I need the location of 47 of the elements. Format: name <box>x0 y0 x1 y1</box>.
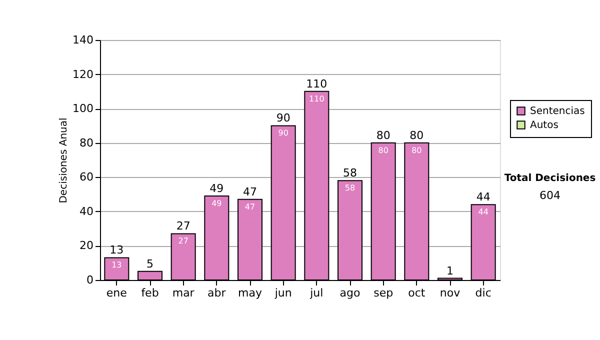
x-tick-label: sep <box>374 286 394 300</box>
data-label: 49 <box>212 199 222 208</box>
data-label: 80 <box>378 146 388 155</box>
total-label: 58 <box>343 166 357 180</box>
total-label: 49 <box>210 182 224 195</box>
total-label: 47 <box>243 185 257 198</box>
x-tick-label: abr <box>208 286 226 300</box>
total-label: 1 <box>446 264 454 278</box>
x-tick-label: oct <box>408 286 426 300</box>
total-label: 80 <box>410 128 424 142</box>
data-label: 110 <box>309 94 324 104</box>
y-tick-label: 80 <box>80 136 94 150</box>
data-label: 27 <box>178 236 188 246</box>
y-tick-label: 40 <box>80 204 94 218</box>
legend-label: Autos <box>530 120 558 131</box>
x-tick-label: jun <box>274 286 292 300</box>
x-tick-label: jul <box>309 286 324 300</box>
data-label: 44 <box>478 208 488 217</box>
y-tick-label: 0 <box>86 274 94 286</box>
data-label: 58 <box>344 184 356 193</box>
total-label: 110 <box>306 77 328 90</box>
total-label: 90 <box>276 112 290 125</box>
data-label: 13 <box>112 260 122 270</box>
y-tick-label: 20 <box>80 239 94 252</box>
y-tick-label: 60 <box>80 170 94 184</box>
x-tick-label: nov <box>440 286 461 300</box>
x-tick-label: ene <box>106 286 128 300</box>
total-label: 27 <box>176 220 190 233</box>
total-label: 80 <box>376 128 390 142</box>
x-tick-label: ago <box>340 286 360 300</box>
total-label: 44 <box>476 190 490 204</box>
total-label: 5 <box>146 257 154 270</box>
data-label: 80 <box>412 146 422 155</box>
x-tick-label: mar <box>172 286 195 300</box>
x-tick-label: feb <box>141 286 159 300</box>
legend-label: Sentencias <box>530 106 585 117</box>
data-label: 90 <box>278 128 288 138</box>
text: 604 <box>540 189 560 202</box>
y-axis-title: Decisiones Anual <box>58 118 70 204</box>
data-label: 47 <box>244 202 256 212</box>
x-tick-label: may <box>238 286 262 300</box>
y-tick-label: 120 <box>72 68 94 81</box>
total-label: 13 <box>110 244 124 257</box>
text: Total Decisiones <box>504 173 596 184</box>
y-tick-label: 140 <box>72 34 94 46</box>
y-tick-label: 100 <box>72 102 94 116</box>
x-tick-label: dic <box>475 286 492 300</box>
